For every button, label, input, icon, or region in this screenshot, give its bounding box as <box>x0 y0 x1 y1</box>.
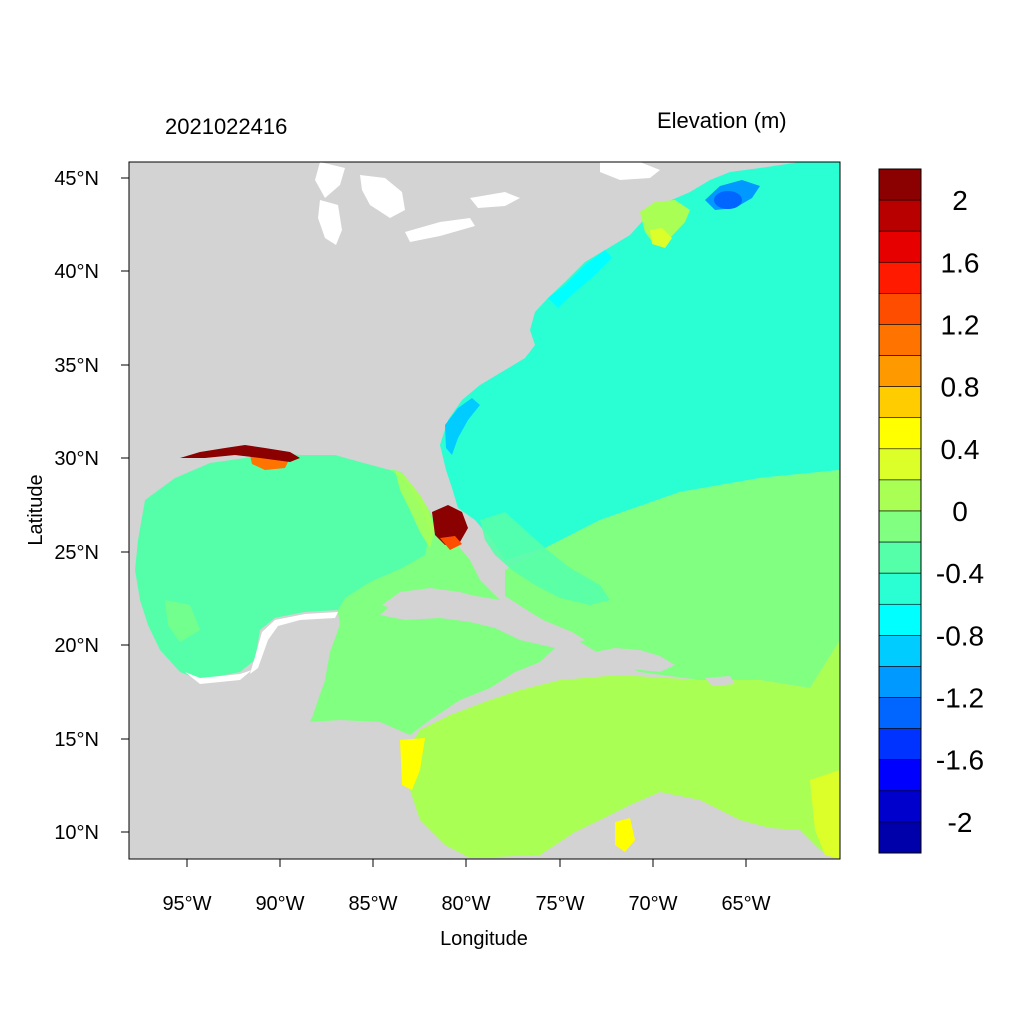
south-america-landmass <box>470 796 820 859</box>
colorbar-swatch <box>878 168 922 201</box>
lake-huron <box>360 175 405 218</box>
lon-tick-label: 65°W <box>721 893 770 915</box>
lat-tick-label: 30°N <box>54 448 99 470</box>
colorbar-label: -0.8 <box>936 620 984 651</box>
colorbar-swatch <box>878 728 922 761</box>
lat-tick-label: 15°N <box>54 729 99 751</box>
colorbar-swatch <box>878 572 922 605</box>
gulf-south-coastal-band <box>165 600 200 642</box>
colorbar-label: 0.8 <box>941 372 980 403</box>
lat-tick-label: 25°N <box>54 542 99 564</box>
colorbar-labels: 2 1.6 1.2 0.8 0.4 0 -0.4 -0.8 -1.2 -1.6 -2 <box>936 185 984 838</box>
south-florida-surge <box>432 505 468 545</box>
latitude-tick-labels: 45°N 40°N 35°N 30°N 25°N 20°N 15°N 10°N <box>54 168 99 844</box>
colorbar-label: 2 <box>952 185 968 216</box>
gulf-of-st-lawrence <box>600 162 660 180</box>
gulf-of-maine-core <box>714 191 742 209</box>
colorbar-label: -2 <box>948 807 973 838</box>
colorbar-label: 1.2 <box>941 309 980 340</box>
colorbar-swatch <box>878 510 922 543</box>
colorbar-label: 1.6 <box>941 247 980 278</box>
colorbar-label: 0.4 <box>941 434 980 465</box>
louisiana-surge-fringe <box>180 445 300 462</box>
lon-tick-label: 75°W <box>535 893 584 915</box>
colorbar-swatch <box>878 541 922 574</box>
south-florida-surge-edge <box>440 536 462 550</box>
hispaniola-landmass <box>595 648 675 672</box>
y-axis-title: Latitude <box>25 474 47 545</box>
puerto-rico-landmass <box>705 676 735 686</box>
tick-marks <box>121 177 747 867</box>
lat-tick-label: 40°N <box>54 261 99 283</box>
southeast-coastal-band <box>810 770 840 859</box>
nicaragua-coastal-band <box>400 738 425 790</box>
cuba-landmass <box>382 588 585 645</box>
central-america-landmass <box>129 718 445 859</box>
colorbar-swatch <box>878 697 922 729</box>
lat-tick-label: 45°N <box>54 168 99 190</box>
colorbar-swatch <box>878 603 922 636</box>
colorbar-swatch <box>878 635 922 667</box>
bahamas-ocean-band <box>480 512 610 605</box>
lon-tick-label: 90°W <box>255 893 304 915</box>
cape-cod-coastal-band <box>650 228 672 248</box>
mexico-shore-sliver <box>185 670 252 684</box>
lat-tick-label: 10°N <box>54 822 99 844</box>
lake-michigan <box>318 200 342 245</box>
lake-ontario <box>470 192 520 208</box>
colorbar-swatch <box>878 261 922 294</box>
longitude-tick-labels: 95°W 90°W 85°W 80°W 75°W 70°W 65°W <box>162 893 770 915</box>
colorbar-swatch <box>878 759 922 792</box>
map-panel <box>128 161 841 860</box>
colorbar-frame <box>878 168 922 854</box>
lat-tick-label: 35°N <box>54 355 99 377</box>
colorbar-swatch <box>878 479 922 512</box>
lake-superior <box>315 162 345 198</box>
colorbar-swatch <box>878 666 922 698</box>
colorbar-swatch <box>878 386 922 419</box>
colorbar-swatch <box>878 293 922 325</box>
colorbar-label: -1.2 <box>936 683 984 714</box>
colorbar-swatch <box>878 790 922 823</box>
east-coast-blue-band <box>445 398 480 455</box>
atlantic-north-ocean <box>440 162 840 560</box>
colorbar-label: -1.6 <box>936 745 984 776</box>
east-coast-cyan-band <box>548 250 612 308</box>
colorbar-swatch <box>878 821 922 854</box>
lake-maracaibo <box>615 818 635 852</box>
colorbar-label: -0.4 <box>936 558 984 589</box>
map-frame <box>128 161 841 860</box>
colorbar <box>878 168 922 854</box>
x-axis-title: Longitude <box>440 928 528 950</box>
colorbar-swatch <box>878 199 922 232</box>
jamaica-landmass <box>505 676 538 688</box>
yucatan-shore-sliver <box>250 612 338 674</box>
lat-tick-label: 20°N <box>54 635 99 657</box>
lon-tick-label: 95°W <box>162 893 211 915</box>
colorbar-swatch <box>878 417 922 450</box>
lon-tick-label: 85°W <box>348 893 397 915</box>
lon-tick-label: 80°W <box>441 893 490 915</box>
colorbar-label: 0 <box>952 496 968 527</box>
colorbar-swatch <box>878 448 922 481</box>
date-label: 2021022416 <box>165 114 287 139</box>
caribbean-ocean <box>410 640 840 859</box>
lake-erie <box>405 218 475 242</box>
colorbar-swatch <box>878 355 922 387</box>
colorbar-swatch <box>878 230 922 263</box>
lon-tick-label: 70°W <box>628 893 677 915</box>
gulf-of-mexico-ocean <box>135 452 430 680</box>
atlantic-central-ocean <box>505 470 840 688</box>
field-title: Elevation (m) <box>657 108 787 133</box>
gulf-east-coastal-band <box>395 470 435 548</box>
colorbar-swatch <box>878 324 922 356</box>
